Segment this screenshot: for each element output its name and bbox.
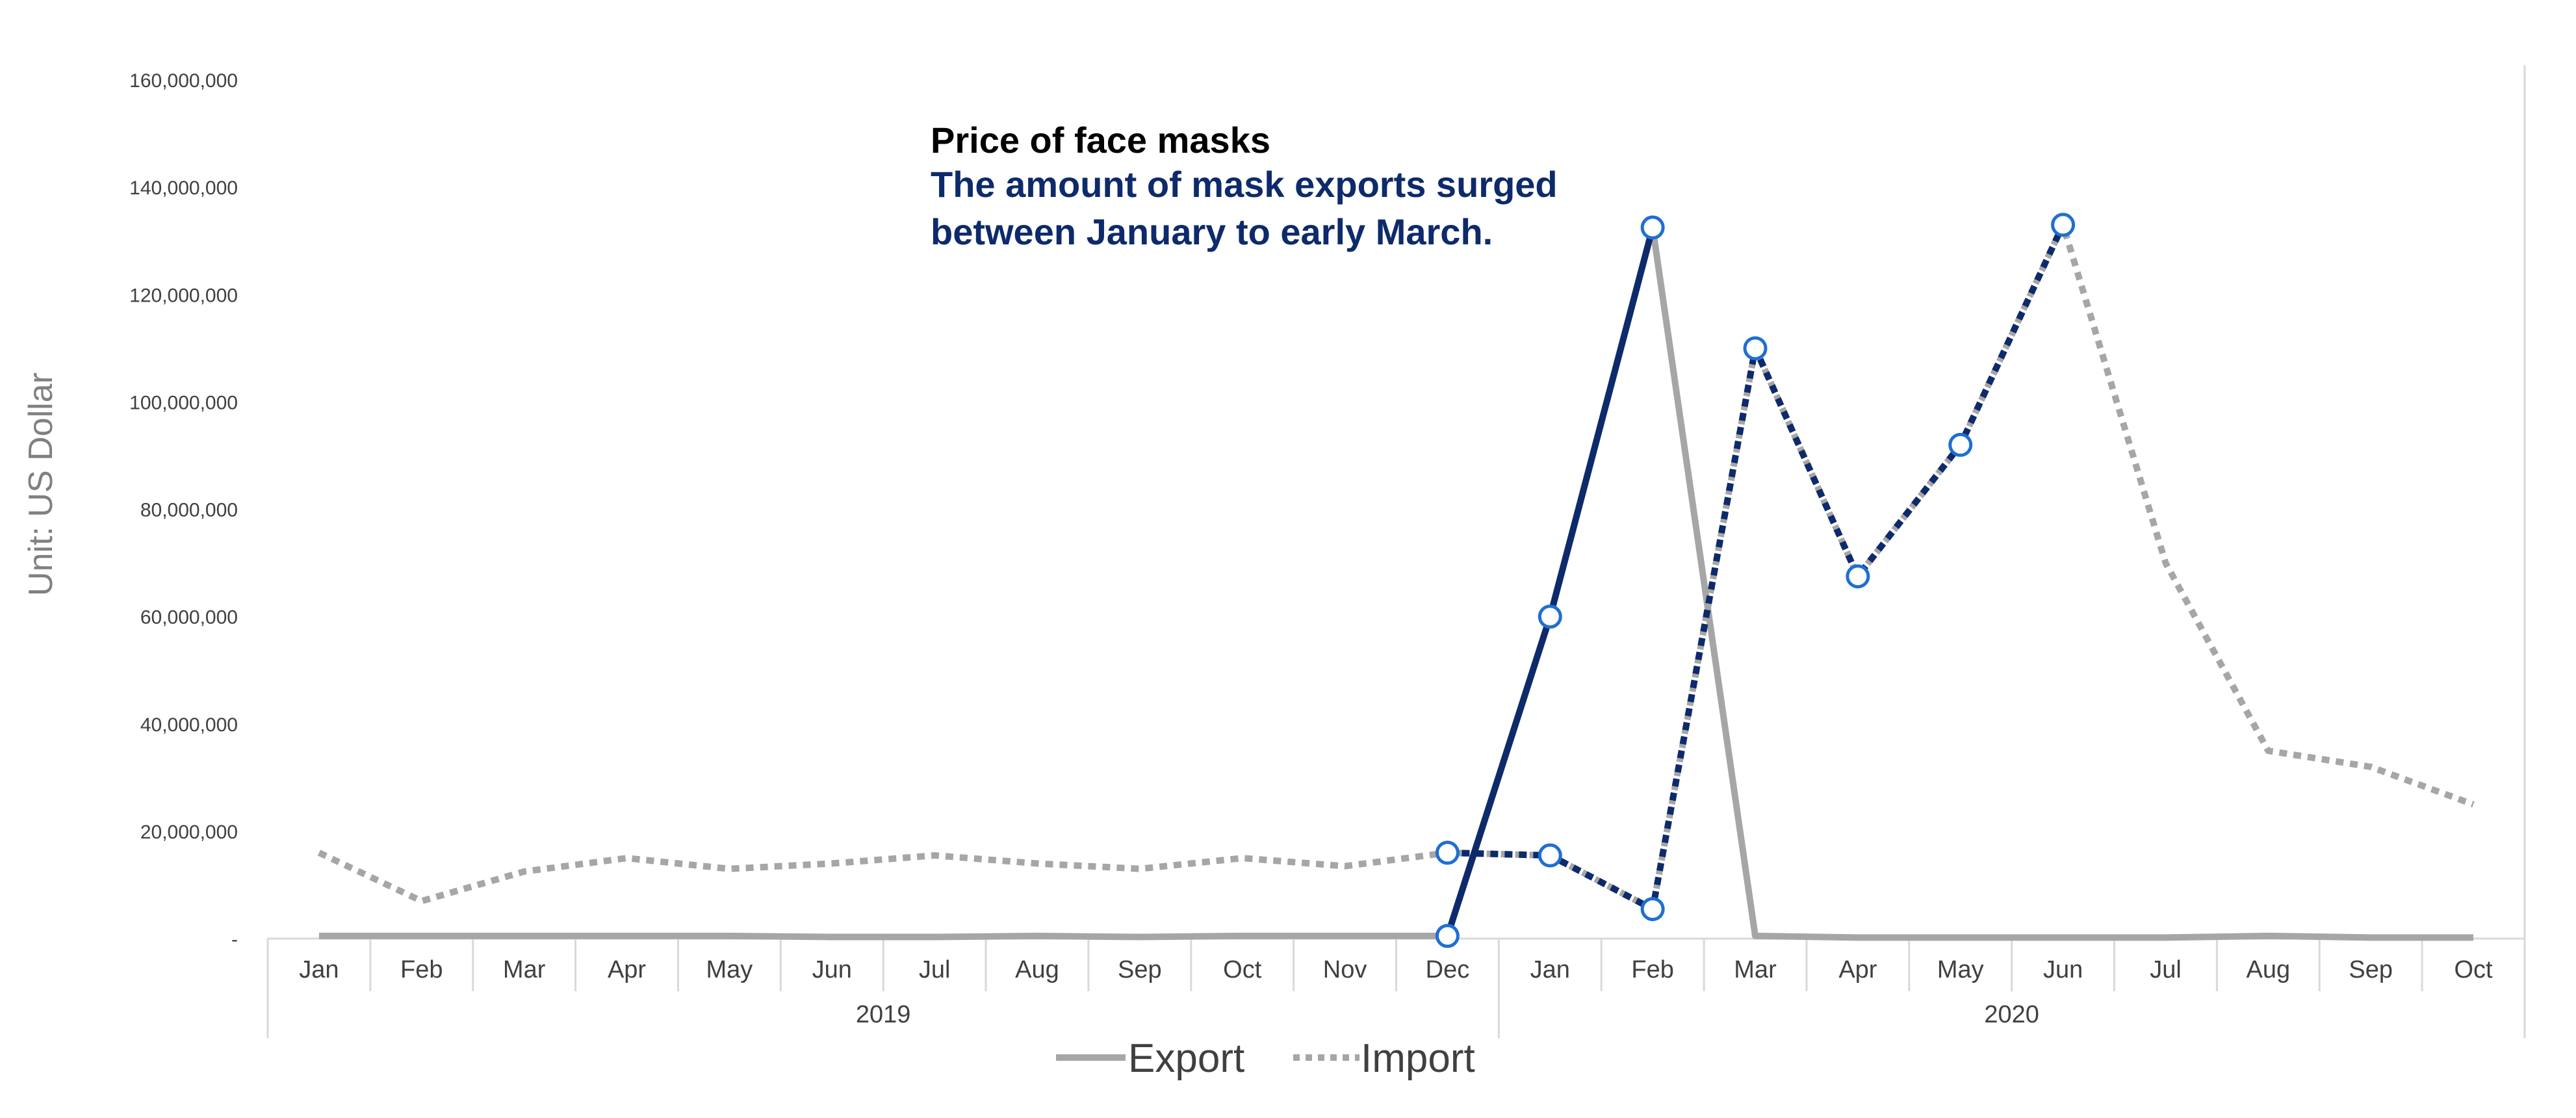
y-axis-label: Unit: US Dollar [22,372,60,596]
x-tick-label: Oct [1223,956,1262,983]
y-tick-label: 40,000,000 [140,714,238,736]
import-data-point [1948,432,1973,457]
x-tick-label: May [1937,956,1984,983]
import-data-point [1743,336,1768,361]
export-highlight-line [1444,226,1656,937]
x-tick-label: Dec [1426,956,1470,983]
x-tick-label: Jun [2043,956,2083,983]
x-tick-label: Feb [400,956,443,983]
annotation-title: Price of face masks [931,120,1270,161]
annotation-line-2: between January to early March. [931,211,1493,252]
import-highlight-line [1447,223,2067,913]
x-tick-label: Nov [1323,956,1367,983]
export-data-point [1435,924,1460,948]
year-group-label: 2020 [1984,1001,2039,1028]
x-tick-label: Mar [503,956,546,983]
y-tick-label: 120,000,000 [129,285,238,306]
x-tick-label: Jan [299,956,339,983]
x-tick-label: Jul [2150,956,2182,983]
import-data-point [1435,840,1460,865]
x-tick-label: Apr [608,956,646,983]
y-tick-label: 100,000,000 [129,392,238,413]
import-data-point [1846,564,1870,589]
x-tick-label: May [706,956,753,983]
legend: Export Import [1056,1036,1475,1081]
x-tick-label: Mar [1734,956,1777,983]
x-tick-label: Aug [1015,956,1059,983]
y-tick-label: 140,000,000 [129,177,238,199]
import-data-point [2051,213,2076,237]
series-layer [317,221,2475,941]
y-tick-label: - [231,929,238,950]
import-series-line [317,221,2475,913]
year-group-label: 2019 [856,1001,911,1028]
x-tick-label: Apr [1838,956,1877,983]
export-series-line [318,224,2474,941]
y-tick-label: 60,000,000 [140,607,238,629]
x-tick-label: Jan [1530,956,1570,983]
x-tick-label: Oct [2454,956,2493,983]
import-data-point [1640,897,1665,922]
x-tick-label: Jun [812,956,852,983]
x-tick-label: Aug [2247,956,2291,983]
x-tick-label: Sep [2349,956,2393,983]
legend-import-label: Import [1361,1036,1475,1081]
import-data-point [1538,843,1562,868]
y-tick-label: 80,000,000 [140,500,238,521]
export-data-point [1538,604,1562,629]
x-tick-label: Sep [1118,956,1162,983]
export-data-point [1640,215,1665,240]
marker-layer [1435,213,2076,948]
y-tick-label: 20,000,000 [140,822,238,843]
y-tick-label: 160,000,000 [129,70,238,92]
x-tick-label: Feb [1631,956,1673,983]
legend-export-label: Export [1128,1036,1244,1081]
x-tick-label: Jul [919,956,951,983]
annotation-line-1: The amount of mask exports surged [931,164,1558,205]
